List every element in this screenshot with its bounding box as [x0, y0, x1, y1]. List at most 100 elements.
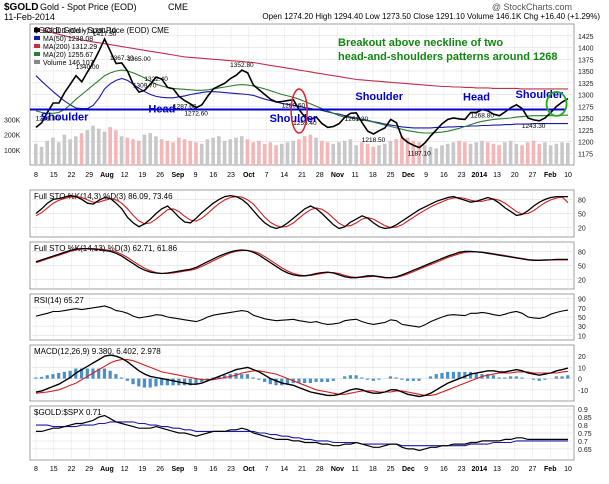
- series-line-3: [35, 69, 568, 134]
- macd-hist-bar: [182, 378, 187, 386]
- pattern-label: Shoulder: [355, 91, 403, 103]
- sto-d-line: [35, 196, 569, 229]
- y-tick-label: 90: [578, 297, 586, 304]
- price-label: 1367.30: [110, 55, 134, 62]
- panel-title: RSI(14) 65.27: [34, 296, 84, 305]
- volume-bar: [360, 142, 364, 165]
- volume-bar: [68, 139, 72, 165]
- y-tick-label: 0.65: [578, 447, 592, 454]
- volume-bar: [165, 140, 170, 165]
- rsi-line: [35, 305, 569, 328]
- macd-hist-bar: [325, 378, 330, 382]
- sto-k-line: [35, 194, 568, 230]
- price-label: 1365.00: [127, 56, 151, 63]
- legend-label: $GOLD (Daily) 1291.10: [43, 28, 116, 35]
- volume-bar: [525, 142, 530, 165]
- x-tick-label: 20: [511, 172, 519, 179]
- x-tick-label: 23: [458, 172, 466, 179]
- price-label: 1287.60: [173, 104, 197, 111]
- macd-hist-bar: [148, 378, 152, 388]
- volume-bar: [114, 130, 118, 165]
- x-tick-label: 8: [34, 466, 38, 473]
- x-tick-label: 27: [529, 466, 537, 473]
- volume-bar: [331, 143, 336, 165]
- volume-bar: [491, 143, 496, 165]
- volume-bar: [285, 142, 290, 165]
- volume-bar: [394, 139, 398, 165]
- series-line-1: [35, 75, 568, 129]
- x-tick-label: 19: [139, 172, 147, 179]
- y-tick-label: 0: [578, 377, 582, 384]
- y-tick-label: -10: [578, 388, 588, 395]
- pattern-label: Head: [463, 92, 490, 104]
- panel-title: $GOLD:$SPX 0.71: [34, 408, 102, 417]
- y-tick-label: 1200: [578, 140, 594, 147]
- macd-hist-bar: [120, 377, 124, 379]
- macd-hist-bar: [377, 378, 381, 380]
- x-tick-label: Oct: [243, 466, 255, 473]
- y-tick-label: 1400: [578, 46, 594, 53]
- macd-hist-bar: [491, 375, 496, 379]
- y-tick-label: 1275: [578, 104, 594, 111]
- x-tick-label: Sep: [171, 172, 184, 179]
- x-tick-label: 8: [34, 172, 38, 179]
- volume-bar: [205, 139, 210, 165]
- x-tick-label: 7: [265, 466, 269, 473]
- volume-bar: [194, 142, 198, 165]
- y-tick-label: 20: [578, 354, 586, 361]
- volume-bar: [543, 142, 547, 165]
- watermark: @ StockCharts.com: [492, 2, 572, 12]
- macd-hist-bar: [131, 378, 135, 385]
- x-tick-label: 11: [352, 466, 359, 473]
- pattern-label: Shoulder: [516, 89, 564, 101]
- ratio-line: [36, 414, 568, 452]
- header-date: 11-Feb-2014: [4, 12, 55, 22]
- x-tick-label: 23: [227, 466, 235, 473]
- macd-hist-bar: [154, 378, 158, 387]
- y-tick-label: 1175: [578, 151, 593, 158]
- y-tick-label: 1425: [578, 34, 594, 41]
- volume-bar: [79, 133, 84, 165]
- macd-hist-bar: [251, 377, 255, 379]
- pattern-label: Shoulder: [41, 111, 89, 123]
- x-tick-label: 12: [121, 466, 129, 473]
- panel-2: 20 50 80 Full STO %K(14,13) %D(3) 62.71, 61…: [29, 241, 586, 290]
- x-tick-label: 16: [209, 172, 217, 179]
- x-tick-label: 28: [316, 466, 324, 473]
- x-tick-label: 26: [156, 172, 164, 179]
- macd-hist-bar: [388, 376, 393, 379]
- volume-bar: [520, 145, 524, 165]
- volume-bar: [251, 142, 255, 165]
- macd-line: [35, 354, 569, 398]
- x-tick-label: 27: [529, 172, 537, 179]
- macd-hist-bar: [486, 374, 490, 379]
- macd-hist-bar: [200, 378, 204, 382]
- header-ohlc: Open 1274.20 High 1294.40 Low 1273.50 Cl…: [262, 12, 600, 21]
- volume-bar: [474, 142, 479, 165]
- panel-3: 10 30 50 70 90 RSI(14) 65.27: [29, 293, 586, 341]
- macd-hist-bar: [411, 378, 415, 381]
- volume-bar: [560, 142, 564, 165]
- volume-bar: [274, 145, 278, 165]
- y-tick-label: 0.85: [578, 415, 592, 422]
- volume-bar: [257, 140, 261, 165]
- volume-bar: [445, 143, 450, 165]
- volume-bar: [503, 142, 507, 165]
- volume-bar: [337, 142, 341, 165]
- macd-hist-bar: [125, 378, 129, 381]
- header-name: Gold - Spot Price (EOD): [40, 2, 137, 12]
- macd-hist-bar: [554, 376, 558, 379]
- price-label: 1218.50: [362, 137, 386, 144]
- volume-bar: [302, 136, 307, 165]
- x-tick-label: Dec: [402, 172, 415, 179]
- panel-title: MACD(12,26,9) 9.380, 6.402, 2.978: [34, 347, 161, 356]
- macd-hist-bar: [365, 378, 370, 380]
- legend-label: MA(50) 1238.08: [43, 36, 93, 43]
- volume-bar: [405, 137, 410, 165]
- macd-hist-bar: [79, 368, 84, 379]
- macd-hist-bar: [537, 378, 541, 381]
- macd-hist-bar: [280, 378, 284, 386]
- breakout-note: head-and-shoulders patterns around 1268: [338, 51, 557, 63]
- volume-bar: [566, 142, 570, 165]
